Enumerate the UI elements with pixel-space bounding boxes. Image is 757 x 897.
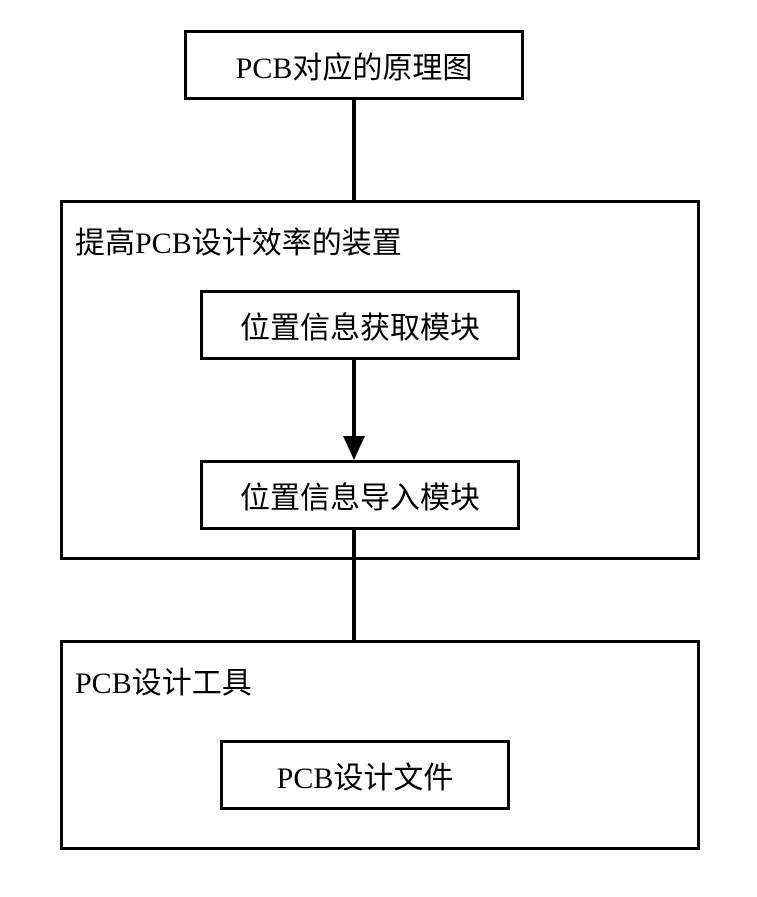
container-device-label: 提高PCB设计效率的装置 <box>75 218 402 262</box>
box-schematic-label: PCB对应的原理图 <box>236 43 473 87</box>
container-tool-label: PCB设计工具 <box>75 658 252 702</box>
box-file: PCB设计文件 <box>220 740 510 810</box>
box-acquire: 位置信息获取模块 <box>200 290 520 360</box>
box-file-label: PCB设计文件 <box>277 753 454 797</box>
box-import: 位置信息导入模块 <box>200 460 520 530</box>
arrow-2-head <box>343 436 365 460</box>
box-acquire-label: 位置信息获取模块 <box>240 303 480 347</box>
box-import-label: 位置信息导入模块 <box>240 473 480 517</box>
arrow-2-line <box>352 360 356 436</box>
box-schematic: PCB对应的原理图 <box>184 30 524 100</box>
diagram-canvas: PCB对应的原理图 提高PCB设计效率的装置 位置信息获取模块 位置信息导入模块… <box>0 0 757 897</box>
